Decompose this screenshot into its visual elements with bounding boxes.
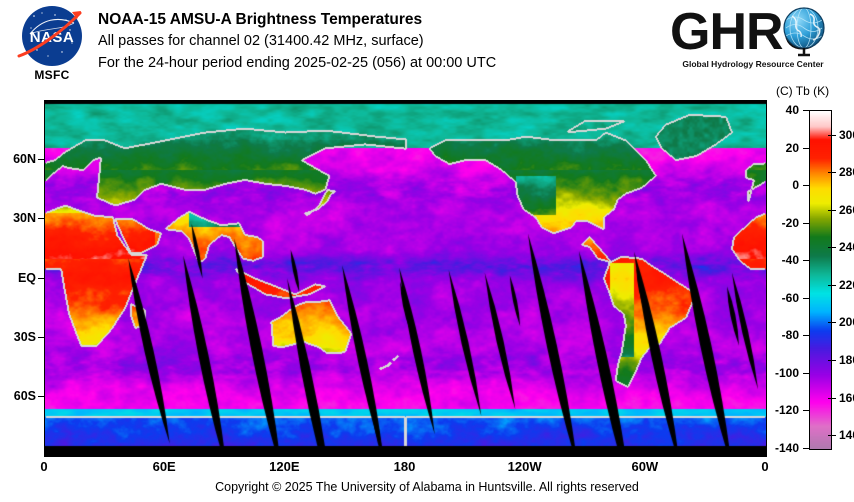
colorbar-kelvin-label: 240 bbox=[839, 240, 854, 255]
title-block: NOAA-15 AMSU-A Brightness Temperatures A… bbox=[98, 9, 658, 74]
colorbar-celsius-label: -120 bbox=[774, 403, 799, 418]
colorbar-kelvin-tick bbox=[828, 435, 836, 437]
colorbar-celsius-label: -100 bbox=[774, 365, 799, 380]
colorbar-celsius-label: -140 bbox=[774, 441, 799, 455]
colorbar-kelvin-label: 180 bbox=[839, 353, 854, 368]
colorbar-kelvin-label: 300 bbox=[839, 127, 854, 142]
colorbar-kelvin-label: 220 bbox=[839, 277, 854, 292]
nasa-logo-sphere: NASA bbox=[22, 6, 82, 66]
colorbar-kelvin-tick bbox=[828, 209, 836, 211]
colorbar-kelvin-tick bbox=[828, 284, 836, 286]
colorbar-header: (C) Tb (K) bbox=[776, 84, 830, 98]
latitude-tick bbox=[38, 395, 44, 397]
colorbar-celsius-tick bbox=[803, 260, 810, 262]
longitude-label: 180 bbox=[393, 459, 416, 474]
nasa-meatball-logo: NASA MSFC bbox=[14, 6, 86, 86]
page-header: NASA MSFC NOAA-15 AMSU-A Brightness Temp… bbox=[0, 0, 854, 90]
colorbar-kelvin-label: 160 bbox=[839, 390, 854, 405]
colorbar-kelvin-tick bbox=[828, 360, 836, 362]
colorbar-celsius-label: 40 bbox=[785, 103, 799, 117]
brightness-temperature-map[interactable] bbox=[44, 100, 767, 457]
colorbar-celsius-label: -60 bbox=[781, 290, 799, 305]
colorbar-celsius-label: -40 bbox=[781, 253, 799, 268]
colorbar-celsius-tick bbox=[803, 222, 810, 224]
longitude-label: 0 bbox=[40, 459, 48, 474]
latitude-label: 60N bbox=[13, 152, 36, 167]
colorbar-kelvin-tick bbox=[828, 172, 836, 174]
colorbar-celsius-label: -80 bbox=[781, 328, 799, 343]
colorbar-kelvin-tick bbox=[828, 322, 836, 324]
ghrc-logo: GHRC Global Hydrology Resource Center bbox=[668, 4, 838, 80]
colorbar-celsius-tick bbox=[803, 335, 810, 337]
colorbar-kelvin-label: 200 bbox=[839, 315, 854, 330]
colorbar-kelvin-tick bbox=[828, 397, 836, 399]
longitude-label: 0 bbox=[761, 459, 769, 474]
channel-subtitle: All passes for channel 02 (31400.42 MHz,… bbox=[98, 33, 424, 49]
longitude-label: 60E bbox=[152, 459, 176, 474]
latitude-label: 60S bbox=[13, 388, 36, 403]
colorbar-celsius-tick bbox=[803, 110, 810, 111]
page-title: NOAA-15 AMSU-A Brightness Temperatures bbox=[98, 11, 423, 28]
latitude-tick bbox=[38, 277, 44, 279]
colorbar-gradient bbox=[810, 111, 831, 449]
colorbar-celsius-tick bbox=[803, 448, 810, 449]
colorbar-celsius-tick bbox=[803, 372, 810, 374]
colorbar-celsius-tick bbox=[803, 147, 810, 149]
colorbar-kelvin-label: 140 bbox=[839, 428, 854, 443]
period-subtitle: For the 24-hour period ending 2025-02-25… bbox=[98, 55, 497, 71]
latitude-label: EQ bbox=[17, 270, 36, 285]
map-raster[interactable] bbox=[45, 101, 766, 456]
colorbar-celsius-label: 0 bbox=[792, 178, 799, 193]
colorbar[interactable] bbox=[809, 110, 832, 450]
longitude-label: 120E bbox=[269, 459, 300, 474]
colorbar-celsius-label: 20 bbox=[785, 140, 799, 155]
copyright-notice: Copyright © 2025 The University of Alaba… bbox=[215, 480, 639, 494]
ghrc-wordmark: GHRC bbox=[670, 4, 825, 60]
ghrc-tagline: Global Hydrology Resource Center bbox=[682, 59, 824, 69]
nasa-wordmark: NASA bbox=[30, 29, 75, 46]
colorbar-kelvin-tick bbox=[828, 247, 836, 249]
colorbar-celsius-label: -20 bbox=[781, 215, 799, 230]
msfc-label: MSFC bbox=[34, 68, 70, 82]
latitude-label: 30N bbox=[13, 211, 36, 226]
colorbar-kelvin-tick bbox=[828, 134, 836, 136]
latitude-tick bbox=[38, 159, 44, 161]
colorbar-celsius-tick bbox=[803, 410, 810, 412]
latitude-tick bbox=[38, 336, 44, 338]
svg-text:NASA: NASA bbox=[30, 29, 75, 46]
colorbar-celsius-tick bbox=[803, 297, 810, 299]
longitude-label: 120W bbox=[507, 459, 542, 474]
colorbar-kelvin-label: 280 bbox=[839, 165, 854, 180]
colorbar-celsius-tick bbox=[803, 185, 810, 187]
longitude-label: 60W bbox=[631, 459, 659, 474]
latitude-tick bbox=[38, 218, 44, 220]
colorbar-kelvin-label: 260 bbox=[839, 202, 854, 217]
latitude-label: 30S bbox=[13, 329, 36, 344]
